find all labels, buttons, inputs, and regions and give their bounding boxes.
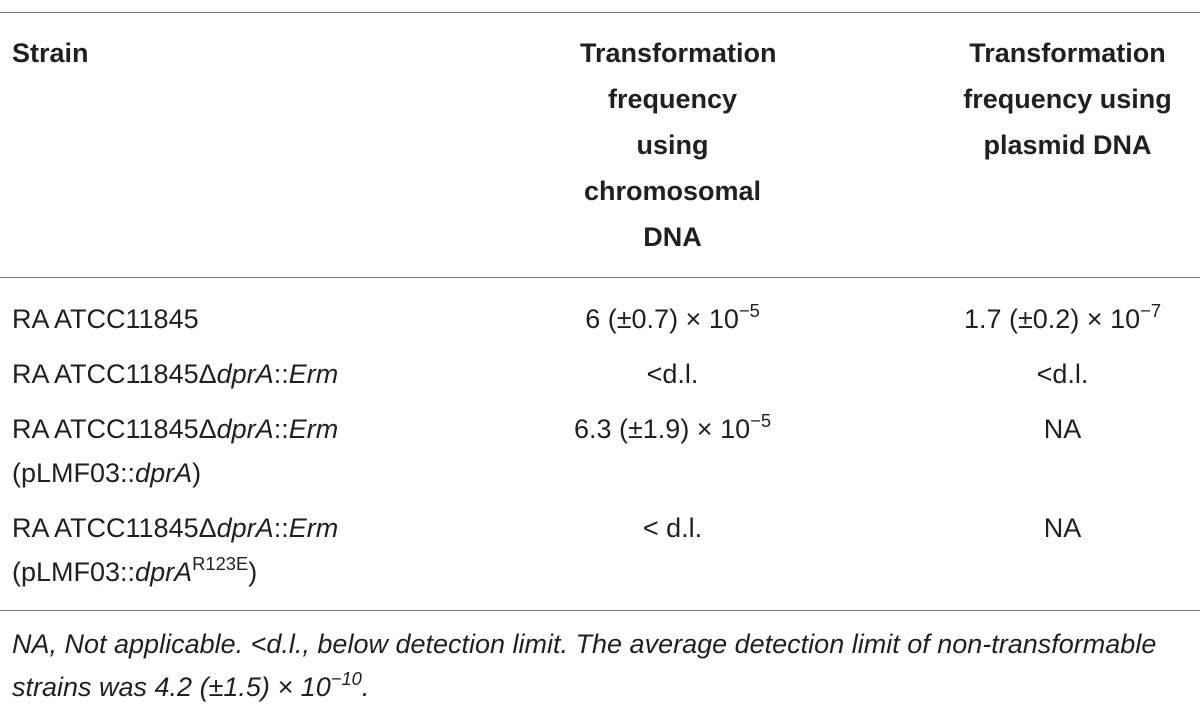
exponent: −5 bbox=[738, 299, 760, 321]
cell: <d.l. bbox=[825, 347, 1200, 402]
gene-name: dprA bbox=[216, 513, 274, 543]
cell-text: < d.l. bbox=[642, 513, 703, 543]
table-row: RA ATCC11845ΔdprA::Erm (pLMF03::dprA) 6.3… bbox=[0, 402, 1200, 501]
cell-text: <d.l. bbox=[646, 359, 699, 389]
table-row: RA ATCC11845ΔdprA::Erm (pLMF03::dprAR123E… bbox=[0, 501, 1200, 611]
body: Strain Transformation frequency using ch… bbox=[0, 12, 1200, 702]
header-cell: Strain bbox=[12, 38, 89, 68]
mutation: R123E bbox=[192, 552, 249, 574]
cell: 1.7 (±0.2) × 10−7 bbox=[825, 278, 1200, 347]
gene-name: Erm bbox=[288, 414, 339, 444]
cell-text: RA ATCC11845 bbox=[12, 304, 199, 334]
gene-name: Erm bbox=[288, 359, 339, 389]
gene-name: dprA bbox=[216, 359, 274, 389]
cell-text: NA bbox=[1043, 414, 1082, 444]
exponent: −7 bbox=[1140, 299, 1162, 321]
header-cell: Transformation frequency using plasmid D… bbox=[963, 38, 1172, 160]
gene-name: dprA bbox=[135, 557, 193, 587]
footnote-text: NA, Not applicable. <d.l., below detecti… bbox=[12, 629, 1157, 702]
cell-text: RA ATCC11845Δ bbox=[12, 414, 217, 444]
exponent: −5 bbox=[750, 409, 772, 431]
page: Table {"table": { "header": ["Strain", "… bbox=[0, 12, 1200, 702]
cell-text: (pLMF03:: bbox=[12, 458, 136, 488]
cell-text: ) bbox=[192, 458, 202, 488]
gene-name: Erm bbox=[288, 513, 339, 543]
cell-text: ) bbox=[248, 557, 258, 587]
cell-text: :: bbox=[273, 513, 289, 543]
gene-name: dprA bbox=[216, 414, 274, 444]
gene-name: dprA bbox=[135, 458, 193, 488]
footnote-text: . bbox=[361, 672, 370, 702]
cell: NA bbox=[825, 402, 1200, 501]
table-body: RA ATCC11845 6 (±0.7) × 10−5 1.7 (±0.2) … bbox=[0, 278, 1200, 611]
table-row: RA ATCC11845ΔdprA::Erm <d.l. <d.l. bbox=[0, 347, 1200, 402]
cell-text: :: bbox=[273, 359, 289, 389]
cell: RA ATCC11845ΔdprA::Erm bbox=[0, 347, 520, 402]
cell-text: RA ATCC11845Δ bbox=[12, 513, 217, 543]
cell: RA ATCC11845ΔdprA::Erm (pLMF03::dprA) bbox=[0, 402, 520, 501]
table-row: RA ATCC11845 6 (±0.7) × 10−5 1.7 (±0.2) … bbox=[0, 278, 1200, 347]
cell: RA ATCC11845ΔdprA::Erm (pLMF03::dprAR123E… bbox=[0, 501, 520, 611]
cell-text: NA bbox=[1043, 513, 1082, 543]
data-table: Strain Transformation frequency using ch… bbox=[0, 12, 1200, 611]
cell: <d.l. bbox=[520, 347, 825, 402]
cell: 6.3 (±1.9) × 10−5 bbox=[520, 402, 825, 501]
footnote: NA, Not applicable. <d.l., below detecti… bbox=[0, 611, 1194, 709]
cell-text: 6.3 (±1.9) × 10 bbox=[573, 414, 751, 444]
cell-text: :: bbox=[273, 414, 289, 444]
cell-text: <d.l. bbox=[1036, 359, 1089, 389]
header-row: Strain Transformation frequency using ch… bbox=[0, 12, 1200, 278]
cell: RA ATCC11845 bbox=[0, 278, 520, 347]
cell-text: RA ATCC11845Δ bbox=[12, 359, 217, 389]
table-header: Strain Transformation frequency using ch… bbox=[0, 12, 1200, 278]
header-cell: Transformation frequency using chromosom… bbox=[580, 38, 777, 252]
exponent: −10 bbox=[330, 667, 362, 689]
cell-text: 1.7 (±0.2) × 10 bbox=[963, 304, 1141, 334]
cell: < d.l. bbox=[520, 501, 825, 611]
cell-text: (pLMF03:: bbox=[12, 557, 136, 587]
cell-text: 6 (±0.7) × 10 bbox=[585, 304, 739, 334]
cell: NA bbox=[825, 501, 1200, 611]
cell: 6 (±0.7) × 10−5 bbox=[520, 278, 825, 347]
